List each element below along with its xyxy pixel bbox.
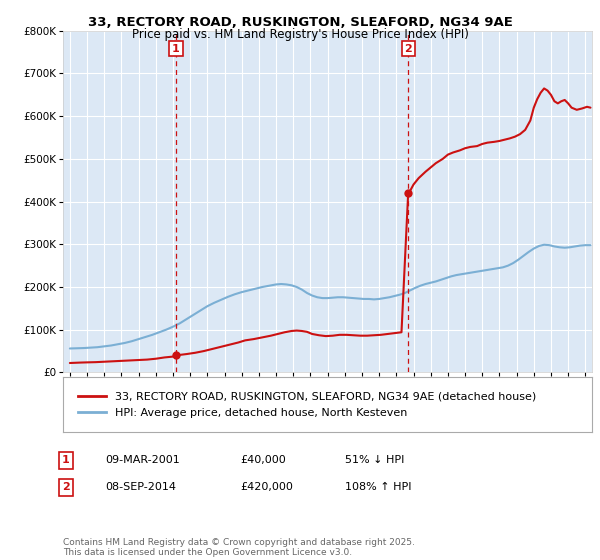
Text: £420,000: £420,000 [240, 482, 293, 492]
Legend: 33, RECTORY ROAD, RUSKINGTON, SLEAFORD, NG34 9AE (detached house), HPI: Average : 33, RECTORY ROAD, RUSKINGTON, SLEAFORD, … [74, 387, 541, 423]
Text: Contains HM Land Registry data © Crown copyright and database right 2025.
This d: Contains HM Land Registry data © Crown c… [63, 538, 415, 557]
Text: 1: 1 [62, 455, 70, 465]
Text: 1: 1 [172, 44, 180, 54]
Text: 51% ↓ HPI: 51% ↓ HPI [345, 455, 404, 465]
Text: 09-MAR-2001: 09-MAR-2001 [105, 455, 180, 465]
Text: 33, RECTORY ROAD, RUSKINGTON, SLEAFORD, NG34 9AE: 33, RECTORY ROAD, RUSKINGTON, SLEAFORD, … [88, 16, 512, 29]
Text: Price paid vs. HM Land Registry's House Price Index (HPI): Price paid vs. HM Land Registry's House … [131, 28, 469, 41]
Text: 2: 2 [404, 44, 412, 54]
Text: 108% ↑ HPI: 108% ↑ HPI [345, 482, 412, 492]
Text: 08-SEP-2014: 08-SEP-2014 [105, 482, 176, 492]
Text: £40,000: £40,000 [240, 455, 286, 465]
Text: 2: 2 [62, 482, 70, 492]
